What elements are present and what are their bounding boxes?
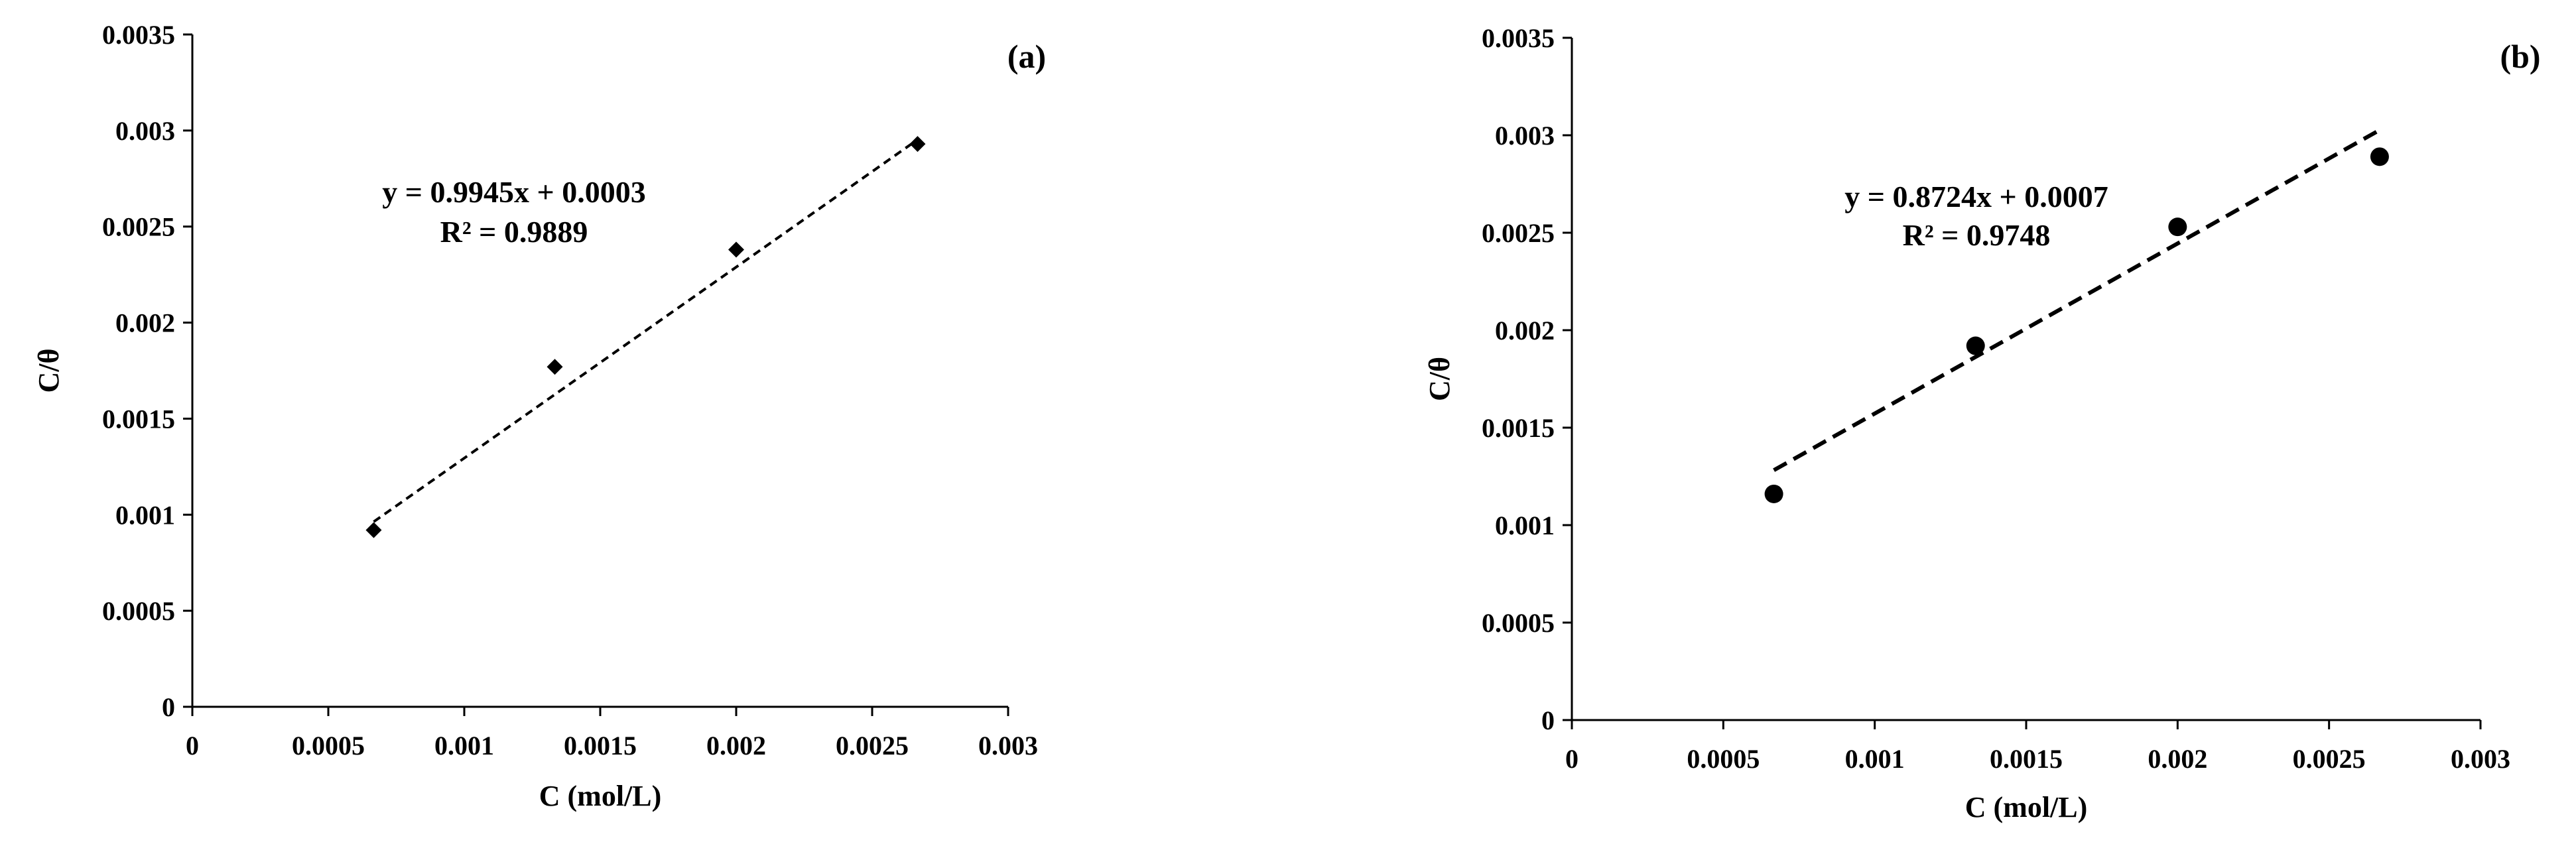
x-tick-label: 0.003 <box>2451 744 2510 774</box>
trendline-equation: y = 0.8724x + 0.0007 <box>1844 180 2108 213</box>
y-tick-label: 0 <box>162 692 175 722</box>
data-point-circle <box>2370 147 2389 166</box>
y-tick-label: 0.0025 <box>102 212 175 242</box>
x-tick-label: 0.0025 <box>2293 744 2366 774</box>
y-tick-label: 0.0015 <box>102 404 175 434</box>
y-tick-label: 0 <box>1541 705 1555 735</box>
y-tick-label: 0.0025 <box>1482 218 1555 248</box>
x-tick-label: 0.002 <box>2148 744 2207 774</box>
x-axis-title: C (mol/L) <box>539 780 662 812</box>
data-point-diamond <box>909 136 926 152</box>
x-tick-label: 0.0015 <box>1990 744 2063 774</box>
data-point-circle <box>1764 484 1783 503</box>
x-tick-label: 0 <box>1565 744 1578 774</box>
x-tick-label: 0.001 <box>434 731 494 761</box>
trendline-equation: y = 0.9945x + 0.0003 <box>382 175 645 209</box>
trendline-dashed <box>373 139 919 523</box>
data-point-diamond <box>728 241 744 258</box>
x-tick-label: 0.001 <box>1845 744 1905 774</box>
y-tick-label: 0.001 <box>115 500 175 530</box>
x-axis-title: C (mol/L) <box>1965 791 2088 823</box>
data-point-diamond <box>547 359 563 375</box>
y-tick-label: 0.0005 <box>102 596 175 626</box>
y-tick-label: 0.002 <box>115 308 175 338</box>
trendline-r-squared: R² = 0.9748 <box>1903 218 2051 252</box>
x-tick-label: 0.0005 <box>292 731 365 761</box>
x-tick-label: 0.002 <box>706 731 766 761</box>
y-tick-label: 0.002 <box>1495 316 1555 345</box>
chart-panel-a: 0 0.0005 0.001 0.0015 0.002 0.0025 0.003 0.0035… <box>32 20 1046 812</box>
x-tick-label: 0.0025 <box>836 731 909 761</box>
chart-panel-b: 0 0.0005 0.001 0.0015 0.002 0.0025 0.003 0.0035… <box>1423 23 2541 823</box>
data-point-diamond <box>365 522 382 538</box>
y-tick-label: 0.0005 <box>1482 608 1555 638</box>
y-tick-label: 0.003 <box>115 116 175 146</box>
x-tick-label: 0.0015 <box>564 731 637 761</box>
y-tick-label: 0.0035 <box>102 20 175 50</box>
x-tick-label: 0.0005 <box>1687 744 1760 774</box>
y-tick-label: 0.0015 <box>1482 413 1555 443</box>
x-tick-label: 0 <box>186 731 199 761</box>
y-tick-label: 0.001 <box>1495 511 1555 540</box>
y-tick-label: 0.003 <box>1495 121 1555 151</box>
panel-label: (b) <box>2500 38 2540 75</box>
data-point-circle <box>2168 217 2187 237</box>
trendline-dashed <box>1773 128 2381 472</box>
data-point-circle <box>1966 336 1985 355</box>
y-axis-title: C/θ <box>1423 357 1456 401</box>
panel-label: (a) <box>1007 38 1046 75</box>
x-tick-label: 0.003 <box>978 731 1038 761</box>
trendline-r-squared: R² = 0.9889 <box>440 215 588 249</box>
y-axis-title: C/θ <box>32 349 65 393</box>
y-tick-label: 0.0035 <box>1482 23 1555 53</box>
